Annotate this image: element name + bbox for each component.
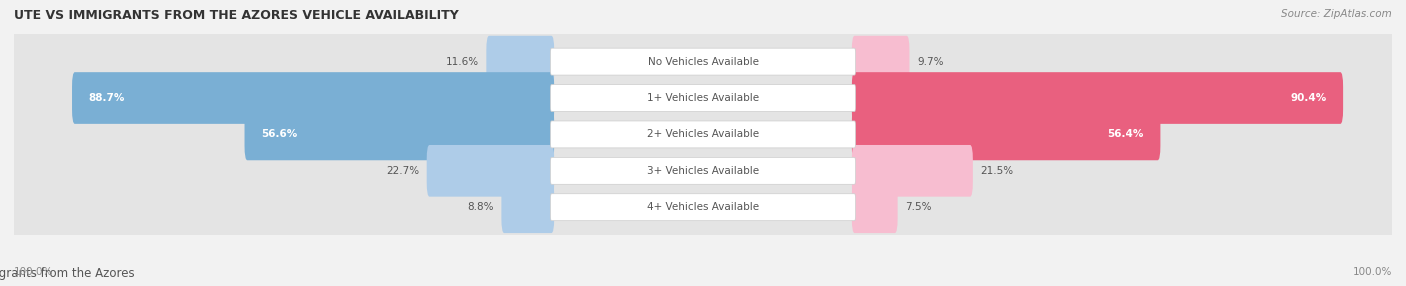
Text: UTE VS IMMIGRANTS FROM THE AZORES VEHICLE AVAILABILITY: UTE VS IMMIGRANTS FROM THE AZORES VEHICL…	[14, 9, 458, 21]
Text: 7.5%: 7.5%	[905, 202, 932, 212]
FancyBboxPatch shape	[8, 177, 1398, 237]
FancyBboxPatch shape	[550, 121, 856, 148]
FancyBboxPatch shape	[8, 31, 1398, 92]
FancyBboxPatch shape	[852, 109, 1160, 160]
Text: 100.0%: 100.0%	[14, 267, 53, 277]
FancyBboxPatch shape	[426, 145, 554, 197]
FancyBboxPatch shape	[486, 36, 554, 88]
Text: 100.0%: 100.0%	[1353, 267, 1392, 277]
FancyBboxPatch shape	[550, 194, 856, 221]
FancyBboxPatch shape	[502, 181, 554, 233]
FancyBboxPatch shape	[852, 72, 1343, 124]
Text: No Vehicles Available: No Vehicles Available	[648, 57, 758, 67]
Text: 8.8%: 8.8%	[467, 202, 494, 212]
Text: 21.5%: 21.5%	[980, 166, 1014, 176]
Text: 56.4%: 56.4%	[1108, 130, 1144, 139]
FancyBboxPatch shape	[245, 109, 554, 160]
Text: 56.6%: 56.6%	[262, 130, 297, 139]
Text: 11.6%: 11.6%	[446, 57, 479, 67]
Legend: Ute, Immigrants from the Azores: Ute, Immigrants from the Azores	[0, 262, 139, 285]
FancyBboxPatch shape	[550, 85, 856, 112]
Text: 1+ Vehicles Available: 1+ Vehicles Available	[647, 93, 759, 103]
FancyBboxPatch shape	[852, 36, 910, 88]
Text: Source: ZipAtlas.com: Source: ZipAtlas.com	[1281, 9, 1392, 19]
Text: 22.7%: 22.7%	[387, 166, 419, 176]
Text: 2+ Vehicles Available: 2+ Vehicles Available	[647, 130, 759, 139]
Text: 4+ Vehicles Available: 4+ Vehicles Available	[647, 202, 759, 212]
Text: 9.7%: 9.7%	[917, 57, 943, 67]
FancyBboxPatch shape	[8, 141, 1398, 201]
Text: 88.7%: 88.7%	[89, 93, 125, 103]
FancyBboxPatch shape	[852, 145, 973, 197]
FancyBboxPatch shape	[550, 48, 856, 75]
FancyBboxPatch shape	[550, 157, 856, 184]
FancyBboxPatch shape	[852, 181, 897, 233]
FancyBboxPatch shape	[72, 72, 554, 124]
Text: 90.4%: 90.4%	[1291, 93, 1327, 103]
FancyBboxPatch shape	[8, 68, 1398, 128]
FancyBboxPatch shape	[8, 104, 1398, 164]
Text: 3+ Vehicles Available: 3+ Vehicles Available	[647, 166, 759, 176]
